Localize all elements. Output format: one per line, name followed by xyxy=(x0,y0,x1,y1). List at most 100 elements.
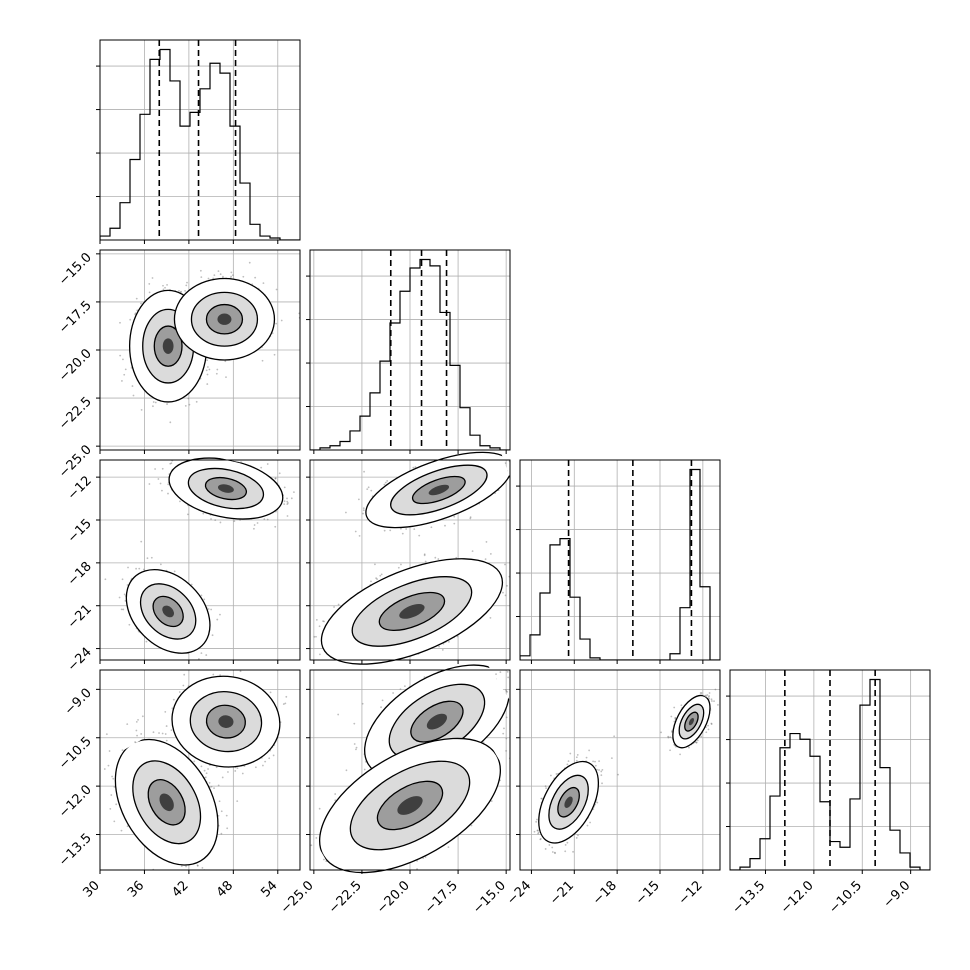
scatter-point xyxy=(200,652,203,655)
scatter-point xyxy=(370,580,372,583)
scatter-point xyxy=(154,401,157,404)
scatter-point xyxy=(307,655,309,657)
scatter-point xyxy=(453,515,456,518)
scatter-point xyxy=(121,578,124,581)
scatter-point xyxy=(260,466,263,469)
scatter-point xyxy=(157,478,160,480)
scatter-point xyxy=(502,591,504,594)
scatter-point xyxy=(206,359,209,362)
scatter-panel-0-1: −25.0−22.5−20.0−17.5−15.0 xyxy=(56,249,301,481)
scatter-point xyxy=(121,380,123,382)
scatter-point xyxy=(123,373,126,376)
density-contour xyxy=(217,313,232,325)
scatter-point xyxy=(177,438,179,440)
scatter-point xyxy=(203,598,206,601)
scatter-point xyxy=(179,500,181,503)
scatter-point xyxy=(386,480,389,482)
scatter-point xyxy=(357,498,360,501)
scatter-point xyxy=(152,405,154,408)
scatter-point xyxy=(148,483,151,485)
scatter-point xyxy=(542,464,544,466)
scatter-point xyxy=(290,497,293,500)
scatter-point xyxy=(123,593,126,596)
scatter-point xyxy=(242,275,245,278)
scatter-point xyxy=(354,530,357,533)
scatter-point xyxy=(274,525,277,528)
scatter-point xyxy=(362,507,365,510)
scatter-point xyxy=(471,550,474,553)
scatter-point xyxy=(383,529,386,532)
scatter-point xyxy=(161,467,164,470)
scatter-point xyxy=(222,456,224,458)
scatter-point xyxy=(423,554,426,557)
scatter-point xyxy=(131,385,134,387)
axes-frame xyxy=(99,459,301,661)
scatter-point xyxy=(222,275,224,278)
scatter-point xyxy=(233,520,236,523)
scatter-point xyxy=(140,540,143,543)
scatter-point xyxy=(371,671,373,673)
scatter-point xyxy=(274,477,277,480)
scatter-point xyxy=(205,369,208,372)
scatter-point xyxy=(140,302,142,305)
y-tick-label: −18 xyxy=(65,559,95,589)
scatter-point xyxy=(509,452,511,454)
scatter-point xyxy=(306,490,308,492)
scatter-point xyxy=(414,466,417,468)
scatter-point xyxy=(273,353,276,356)
scatter-point xyxy=(132,394,135,397)
scatter-point xyxy=(207,277,210,280)
scatter-point xyxy=(138,567,141,570)
scatter-point xyxy=(124,368,127,371)
scatter-point xyxy=(430,526,433,529)
scatter-point xyxy=(513,472,515,474)
scatter-point xyxy=(232,274,234,277)
scatter-point xyxy=(180,290,182,293)
scatter-point xyxy=(142,568,145,571)
density-contour xyxy=(162,338,174,354)
scatter-point xyxy=(263,518,266,521)
scatter-point xyxy=(286,515,289,517)
scatter-point xyxy=(319,653,321,656)
scatter-point xyxy=(366,488,369,491)
density-contour xyxy=(162,605,174,618)
scatter-point xyxy=(151,277,154,279)
scatter-point xyxy=(169,421,172,424)
scatter-point xyxy=(293,491,295,494)
scatter-point xyxy=(186,281,188,284)
scatter-point xyxy=(375,577,378,580)
scatter-point xyxy=(413,528,416,531)
scatter-point xyxy=(517,476,519,478)
scatter-point xyxy=(216,454,218,456)
scatter-point xyxy=(211,634,214,637)
scatter-point xyxy=(206,373,209,376)
scatter-point xyxy=(453,522,456,525)
scatter-point xyxy=(278,472,281,475)
scatter-panel-0-2: −24−21−18−15−12 xyxy=(65,438,308,675)
scatter-point xyxy=(384,481,387,484)
scatter-point xyxy=(184,290,186,292)
scatter-point xyxy=(525,463,527,465)
scatter-point xyxy=(219,613,221,616)
y-tick-label: −24 xyxy=(65,645,95,675)
scatter-point xyxy=(161,489,163,492)
scatter-point xyxy=(254,276,257,279)
scatter-point xyxy=(166,283,168,286)
histogram-step xyxy=(100,48,300,240)
y-tick-label: −15.0 xyxy=(56,250,95,289)
scatter-point xyxy=(127,566,129,569)
scatter-point xyxy=(167,483,170,486)
scatter-point xyxy=(169,462,172,465)
y-tick-label: −15 xyxy=(65,516,95,546)
scatter-point xyxy=(167,492,169,495)
scatter-point xyxy=(197,657,200,660)
histogram-step xyxy=(310,258,510,450)
scatter-point xyxy=(135,567,137,570)
scatter-point xyxy=(185,284,188,287)
axes-frame xyxy=(99,39,301,241)
scatter-point xyxy=(217,270,220,273)
scatter-point xyxy=(256,522,259,524)
scatter-point xyxy=(226,456,228,458)
scatter-point xyxy=(164,286,166,289)
scatter-point xyxy=(230,271,233,274)
